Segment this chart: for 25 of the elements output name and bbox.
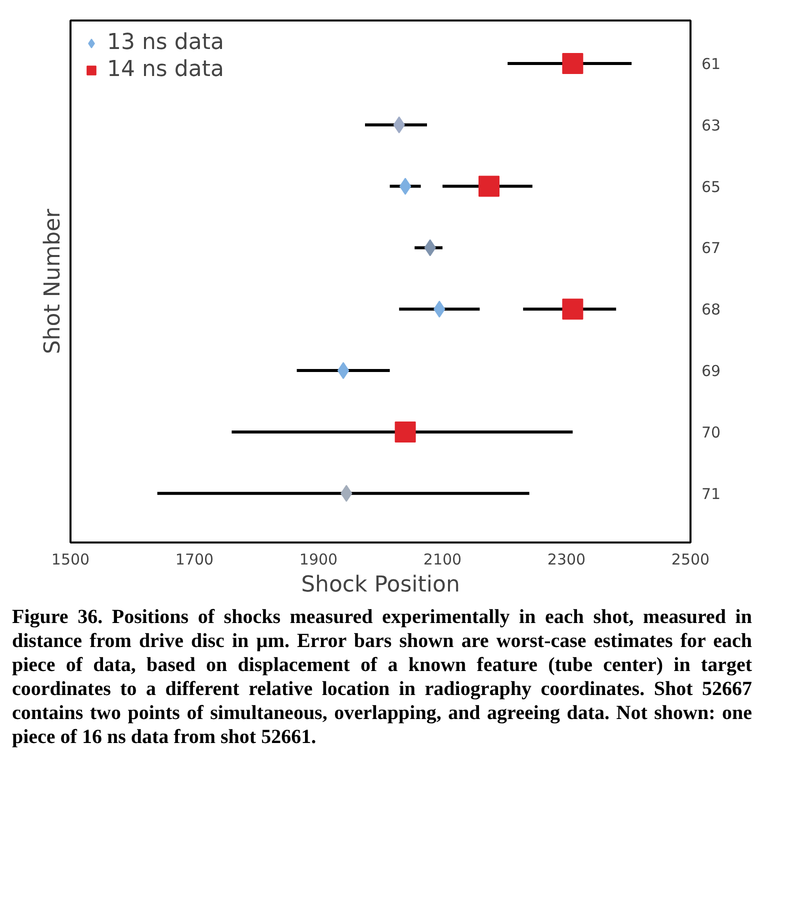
y-axis-title: Shot Number (40, 208, 66, 354)
x-tick-label: 2300 (547, 550, 586, 568)
y-tick-label: 61 (702, 54, 721, 73)
legend-label: 14 ns data (107, 57, 224, 82)
y-tick-label: 63 (702, 116, 721, 134)
y-tick-label: 65 (702, 178, 721, 196)
point (337, 362, 350, 380)
point (478, 176, 500, 197)
point (399, 178, 412, 195)
x-tick-label: 2500 (671, 550, 710, 568)
y-tick-label: 71 (702, 484, 721, 503)
x-axis-title: Shock Position (301, 572, 460, 598)
x-tick-label: 1700 (175, 550, 214, 568)
point (394, 421, 416, 442)
legend-label: 13 ns data (107, 30, 224, 55)
caption: Figure 36. Positions of shocks measured experimentally in each shot, measured in distance from drive disc in µm. Error bars shown are worst-case estimates for each piece of data, based on displacement of a known feature (tube center) in target coordinates to a different relative location in radiography coordinates. Shot 52667 contains two points of simultaneous, overlapping, and agreeing data. Not shown: one piece of 16 ns data from shot 52661. (12, 605, 752, 749)
y-tick-label: 68 (702, 300, 721, 319)
y-tick-label: 70 (702, 423, 721, 442)
point (562, 298, 584, 320)
x-tick-label: 2100 (423, 550, 462, 568)
y-tick-label: 69 (702, 362, 721, 380)
x-tick-label: 1500 (51, 550, 90, 568)
x-tick-label: 1900 (299, 550, 338, 568)
point (562, 52, 584, 74)
y-tick-label: 67 (702, 239, 721, 258)
